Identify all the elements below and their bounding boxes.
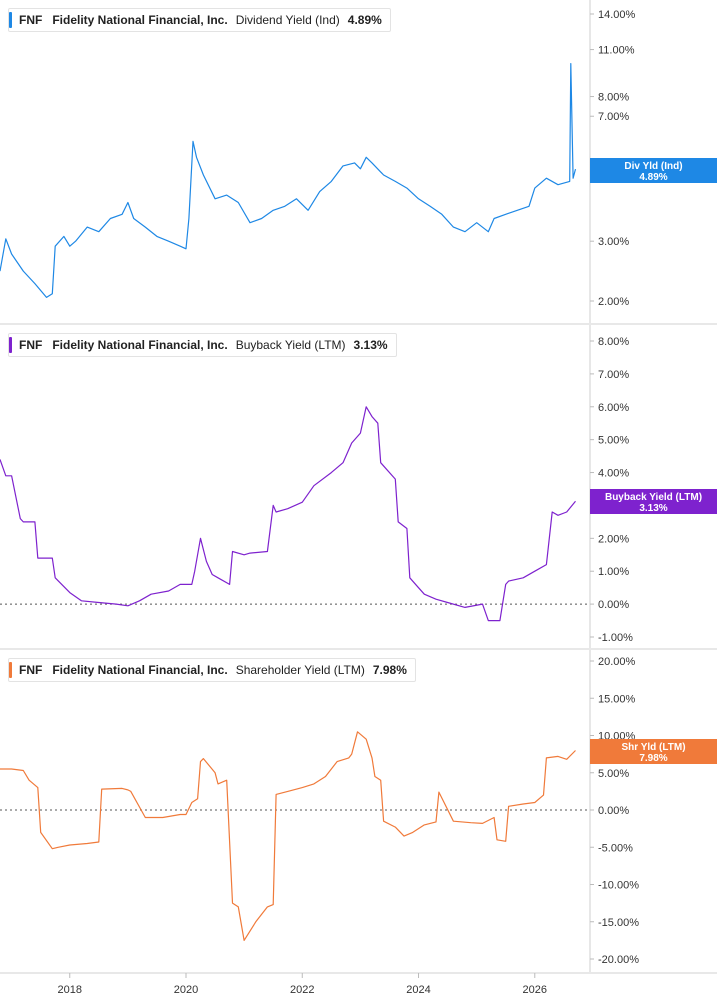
y-tick-label: 7.00% [598,369,629,381]
y-tick-label: 5.00% [598,435,629,447]
panel-shareholder-yield: 20.00%15.00%10.00%5.00%0.00%-5.00%-10.00… [0,650,717,972]
y-tick-label: -1.00% [598,632,633,644]
y-tick-label: 6.00% [598,402,629,414]
y-tick-label: 5.00% [598,768,629,780]
y-tick-label: 20.00% [598,656,636,668]
y-tick-label: -5.00% [598,842,633,854]
panel-buyback-yield: 8.00%7.00%6.00%5.00%4.00%3.00%2.00%1.00%… [0,325,717,648]
value-flag-value: 3.13% [639,503,667,514]
x-axis: 2018 2020 2022 2024 2026 [58,973,547,996]
y-tick-label: 0.00% [598,805,629,817]
legend-swatch-dividend [9,12,12,28]
value-flag-label: Shr Yld (LTM) [621,742,685,753]
legend-dividend-yield[interactable]: FNF Fidelity National Financial, Inc. Di… [8,8,391,32]
legend-metric: Dividend Yield (Ind) [235,13,340,27]
y-tick-label: 0.00% [598,599,629,611]
legend-swatch-shareholder [9,662,12,678]
y-tick-label: 15.00% [598,693,636,705]
y-tick-label: 14.00% [598,9,636,21]
legend-value: 3.13% [353,338,388,352]
y-tick-label: -15.00% [598,917,639,929]
legend-company: Fidelity National Financial, Inc. [52,338,228,352]
legend-company: Fidelity National Financial, Inc. [52,663,228,677]
value-flag [590,489,717,514]
legend-shareholder-yield[interactable]: FNF Fidelity National Financial, Inc. Sh… [8,658,416,682]
y-tick-label: 8.00% [598,336,629,348]
legend-buyback-yield[interactable]: FNF Fidelity National Financial, Inc. Bu… [8,333,397,357]
value-flag-label: Buyback Yield (LTM) [605,492,702,503]
value-flag [590,158,717,183]
y-tick-label: -20.00% [598,954,639,966]
series-line[interactable] [0,406,576,622]
legend-ticker: FNF [19,663,43,677]
value-flag-value: 7.98% [639,753,667,764]
y-tick-label: 8.00% [598,92,629,104]
legend-company: Fidelity National Financial, Inc. [52,13,228,27]
legend-swatch-buyback [9,337,12,353]
y-tick-label: 2.00% [598,533,629,545]
x-tick-label: 2024 [406,984,430,996]
value-flag [590,739,717,764]
y-tick-label: -10.00% [598,880,639,892]
legend-metric: Shareholder Yield (LTM) [235,663,365,677]
y-tick-label: 4.00% [598,468,629,480]
panel-dividend-yield: 14.00%11.00%8.00%7.00%5.00%3.00%2.00% Di… [0,0,717,323]
series-line[interactable] [0,731,576,942]
legend-ticker: FNF [19,13,43,27]
y-tick-label: 7.00% [598,111,629,123]
y-tick-label: 2.00% [598,296,629,308]
panel-separators [0,323,717,974]
legend-value: 7.98% [372,663,407,677]
x-tick-label: 2022 [290,984,314,996]
legend-value: 4.89% [347,13,382,27]
x-tick-label: 2020 [174,984,198,996]
x-tick-label: 2018 [58,984,82,996]
y-tick-label: 1.00% [598,566,629,578]
series-line[interactable] [0,62,577,298]
x-tick-label: 2026 [523,984,547,996]
legend-metric: Buyback Yield (LTM) [235,338,346,352]
legend-ticker: FNF [19,338,43,352]
y-tick-label: 3.00% [598,236,629,248]
value-flag-value: 4.89% [639,172,667,183]
y-tick-label: 11.00% [598,45,635,57]
value-flag-label: Div Yld (Ind) [624,161,682,172]
